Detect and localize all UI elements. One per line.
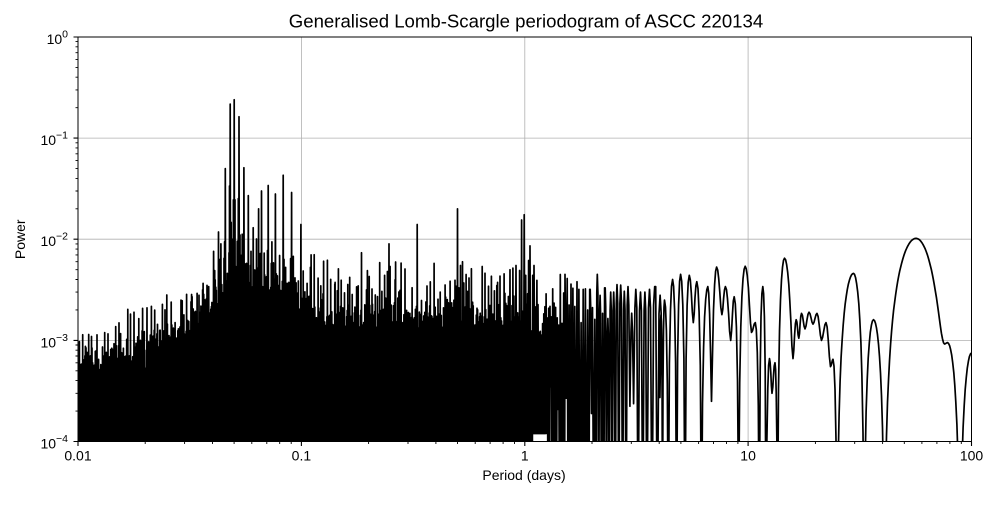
svg-text:10: 10	[740, 448, 756, 464]
svg-text:0.1: 0.1	[292, 448, 312, 464]
svg-text:1: 1	[521, 448, 529, 464]
svg-text:Generalised Lomb-Scargle perio: Generalised Lomb-Scargle periodogram of …	[289, 11, 763, 32]
svg-text:Power: Power	[12, 219, 28, 259]
svg-text:100: 100	[960, 448, 984, 464]
svg-text:Period (days): Period (days)	[482, 467, 565, 483]
svg-text:0.01: 0.01	[64, 448, 91, 464]
